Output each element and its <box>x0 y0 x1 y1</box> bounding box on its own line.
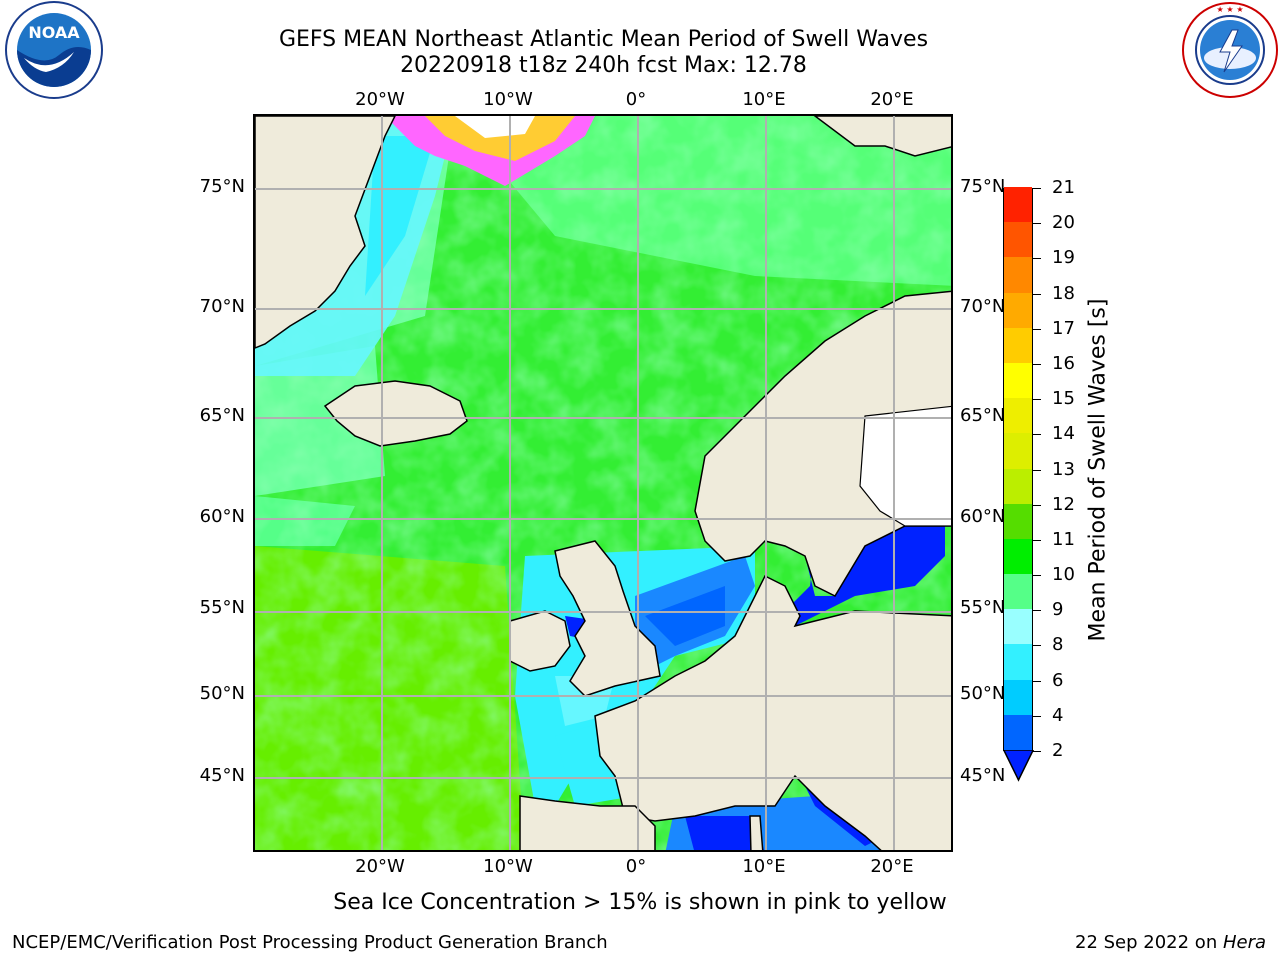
colorbar-tick-label: 2 <box>1052 740 1064 761</box>
map-graticule <box>255 116 951 850</box>
lat-label-left: 60°N <box>199 506 245 527</box>
colorbar-segment <box>1004 714 1032 750</box>
lat-label-right: 65°N <box>960 405 1006 426</box>
lon-label-bottom: 20°E <box>870 856 914 877</box>
colorbar-segment <box>1004 608 1032 645</box>
lat-label-left: 75°N <box>199 176 245 197</box>
lon-label-top: 0° <box>625 89 647 110</box>
lat-label-right: 55°N <box>960 597 1006 618</box>
colorbar-tick-label: 9 <box>1052 599 1064 621</box>
colorbar-segment <box>1004 221 1032 258</box>
colorbar-segment <box>1004 468 1032 504</box>
svg-text:★ ★ ★: ★ ★ ★ <box>1216 5 1243 14</box>
colorbar-tick <box>1033 680 1041 682</box>
colorbar-tick-label: 20 <box>1052 212 1075 234</box>
colorbar-tick <box>1033 223 1041 225</box>
sea-ice-note: Sea Ice Concentration > 15% is shown in … <box>333 890 947 915</box>
colorbar-tick <box>1033 610 1041 612</box>
lon-label-top: 20°E <box>870 89 914 110</box>
colorbar-tick-label: 6 <box>1052 669 1064 691</box>
colorbar-tick-label: 16 <box>1052 352 1075 374</box>
colorbar-tick-label: 21 <box>1052 177 1075 198</box>
lat-label-left: 55°N <box>199 597 245 618</box>
lon-label-top: 10°E <box>742 89 786 110</box>
noaa-logo: NOAA <box>5 1 103 99</box>
footer-date-text: 22 Sep 2022 on <box>1075 932 1223 953</box>
colorbar-segment <box>1004 432 1032 469</box>
colorbar-tick-label: 18 <box>1052 282 1075 304</box>
chart-subtitle: 20220918 t18z 240h fcst Max: 12.78 <box>400 53 807 78</box>
lon-label-top: 10°W <box>483 89 533 110</box>
colorbar-tick <box>1033 258 1041 260</box>
colorbar-segment <box>1004 362 1032 399</box>
lon-label-top: 20°W <box>355 89 405 110</box>
lat-label-right: 75°N <box>960 176 1006 197</box>
footer-credit: NCEP/EMC/Verification Post Processing Pr… <box>12 932 608 953</box>
colorbar-under-arrow <box>1003 750 1034 782</box>
map-plot-area <box>253 114 953 852</box>
lat-label-right: 50°N <box>960 683 1006 704</box>
lon-label-bottom: 20°W <box>355 856 405 877</box>
colorbar-tick <box>1033 328 1041 330</box>
lat-label-left: 70°N <box>199 296 245 317</box>
colorbar-tick-label: 10 <box>1052 564 1075 586</box>
colorbar-segment <box>1004 573 1032 610</box>
colorbar-tick <box>1033 645 1041 647</box>
colorbar-title: Mean Period of Swell Waves [s] <box>1085 298 1111 642</box>
colorbar-segment <box>1004 503 1032 539</box>
lat-label-right: 70°N <box>960 296 1006 317</box>
colorbar-tick-label: 4 <box>1052 704 1064 726</box>
footer-host: Hera <box>1222 932 1266 953</box>
colorbar-segment <box>1004 679 1032 715</box>
colorbar-tick <box>1033 188 1041 189</box>
colorbar-tick <box>1033 399 1041 401</box>
colorbar-tick <box>1033 504 1041 506</box>
colorbar-tick <box>1033 751 1041 752</box>
colorbar-segment <box>1004 397 1032 434</box>
colorbar-segment <box>1004 327 1032 363</box>
colorbar-segment <box>1004 186 1032 223</box>
colorbar-tick-label: 13 <box>1052 458 1075 480</box>
nws-logo: ★ ★ ★ <box>1182 2 1278 98</box>
chart-title: GEFS MEAN Northeast Atlantic Mean Period… <box>278 27 929 52</box>
colorbar-segment <box>1004 256 1032 293</box>
lat-label-right: 60°N <box>960 506 1006 527</box>
colorbar-tick <box>1033 469 1041 471</box>
colorbar-tick <box>1033 715 1041 717</box>
colorbar-tick-label: 11 <box>1052 528 1075 550</box>
colorbar-tick-label: 15 <box>1052 388 1075 410</box>
colorbar-segment <box>1004 538 1032 575</box>
colorbar-tick-label: 8 <box>1052 634 1064 656</box>
colorbar-tick <box>1033 539 1041 541</box>
colorbar-tick <box>1033 575 1041 577</box>
colorbar-tick-label: 17 <box>1052 317 1075 339</box>
lon-label-bottom: 10°E <box>742 856 786 877</box>
swell-period-map <box>255 116 951 850</box>
noaa-logo-text: NOAA <box>28 23 80 42</box>
lon-label-bottom: 10°W <box>483 856 533 877</box>
lat-label-right: 45°N <box>960 765 1006 786</box>
colorbar-tick <box>1033 363 1041 365</box>
colorbar-tick <box>1033 293 1041 295</box>
colorbar <box>1003 186 1033 751</box>
colorbar-tick-label: 14 <box>1052 423 1075 445</box>
colorbar-segment <box>1004 643 1032 680</box>
colorbar-segment <box>1004 292 1032 328</box>
lat-label-left: 50°N <box>199 683 245 704</box>
footer-date: 22 Sep 2022 on Hera <box>1075 932 1266 953</box>
colorbar-tick <box>1033 434 1041 436</box>
colorbar-tick-label: 12 <box>1052 493 1075 515</box>
lat-label-left: 65°N <box>199 405 245 426</box>
colorbar-tick-label: 19 <box>1052 247 1075 269</box>
lat-label-left: 45°N <box>199 765 245 786</box>
lon-label-bottom: 0° <box>625 856 647 877</box>
